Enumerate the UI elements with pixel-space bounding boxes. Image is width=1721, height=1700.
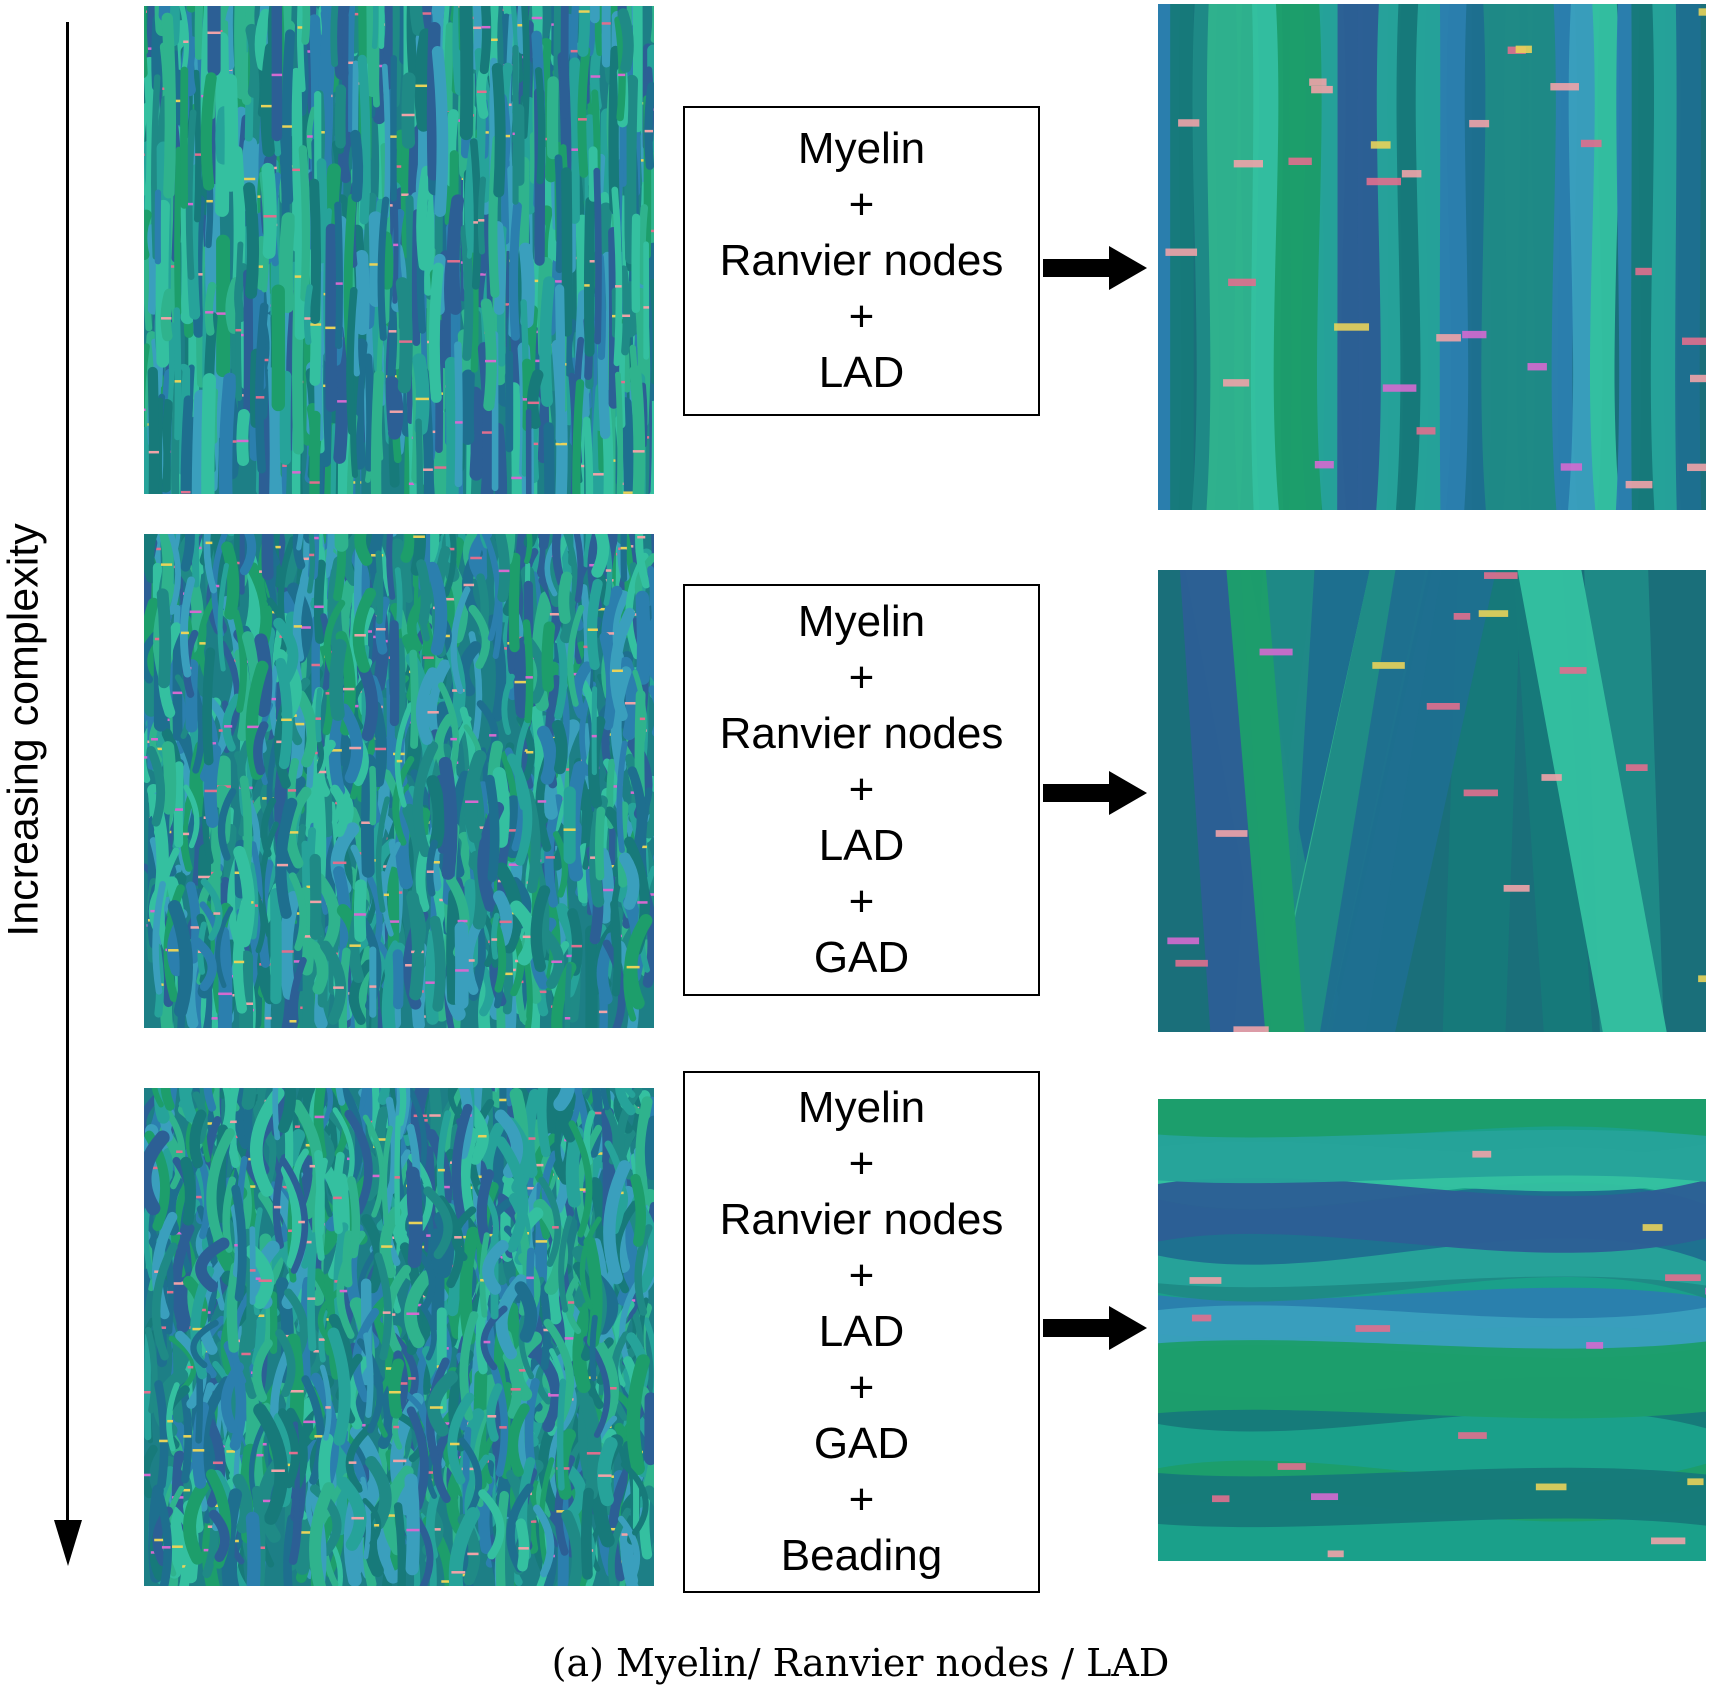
- plus-sign: +: [848, 765, 875, 814]
- plus-sign: +: [848, 1475, 875, 1524]
- term-label: Ranvier nodes: [719, 709, 1004, 758]
- complexity-axis-label-text: Increasing complexity: [0, 523, 48, 937]
- row-1-closeup-image: [1158, 4, 1706, 510]
- plus-sign: +: [848, 1251, 875, 1300]
- plus-sign: +: [848, 292, 875, 341]
- row-2-arrow: [1043, 771, 1147, 815]
- plus-sign: +: [848, 877, 875, 926]
- row-1-overview-image: [144, 6, 654, 494]
- row-2-label-box: Myelin + Ranvier nodes + LAD + GAD: [683, 584, 1040, 996]
- plus-sign: +: [848, 653, 875, 702]
- plus-sign: +: [848, 180, 875, 229]
- term-label: LAD: [818, 348, 905, 397]
- term-label: LAD: [818, 1307, 905, 1356]
- term-label: Myelin: [797, 597, 926, 646]
- term-label: GAD: [813, 933, 910, 982]
- term-label: Myelin: [797, 124, 926, 173]
- plus-sign: +: [848, 1363, 875, 1412]
- row-1-label-box: Myelin + Ranvier nodes + LAD: [683, 106, 1040, 416]
- term-label: Myelin: [797, 1083, 926, 1132]
- row-1-arrow: [1043, 246, 1147, 290]
- term-label: Beading: [780, 1531, 943, 1580]
- term-label: LAD: [818, 821, 905, 870]
- figure-caption: (a) Myelin/ Ranvier nodes / LAD: [551, 1641, 1170, 1685]
- complexity-axis-line: [66, 22, 69, 1524]
- row-3-arrow: [1043, 1306, 1147, 1350]
- row-2-closeup-image: [1158, 570, 1706, 1032]
- term-label: Ranvier nodes: [719, 236, 1004, 285]
- term-label: GAD: [813, 1419, 910, 1468]
- row-3-closeup-image: [1158, 1099, 1706, 1561]
- row-3-label-box: Myelin + Ranvier nodes + LAD + GAD + Beading: [683, 1071, 1040, 1593]
- plus-sign: +: [848, 1139, 875, 1188]
- row-3-overview-image: [144, 1088, 654, 1586]
- row-2-overview-image: [144, 534, 654, 1028]
- complexity-axis-arrowhead: [54, 1520, 82, 1566]
- term-label: Ranvier nodes: [719, 1195, 1004, 1244]
